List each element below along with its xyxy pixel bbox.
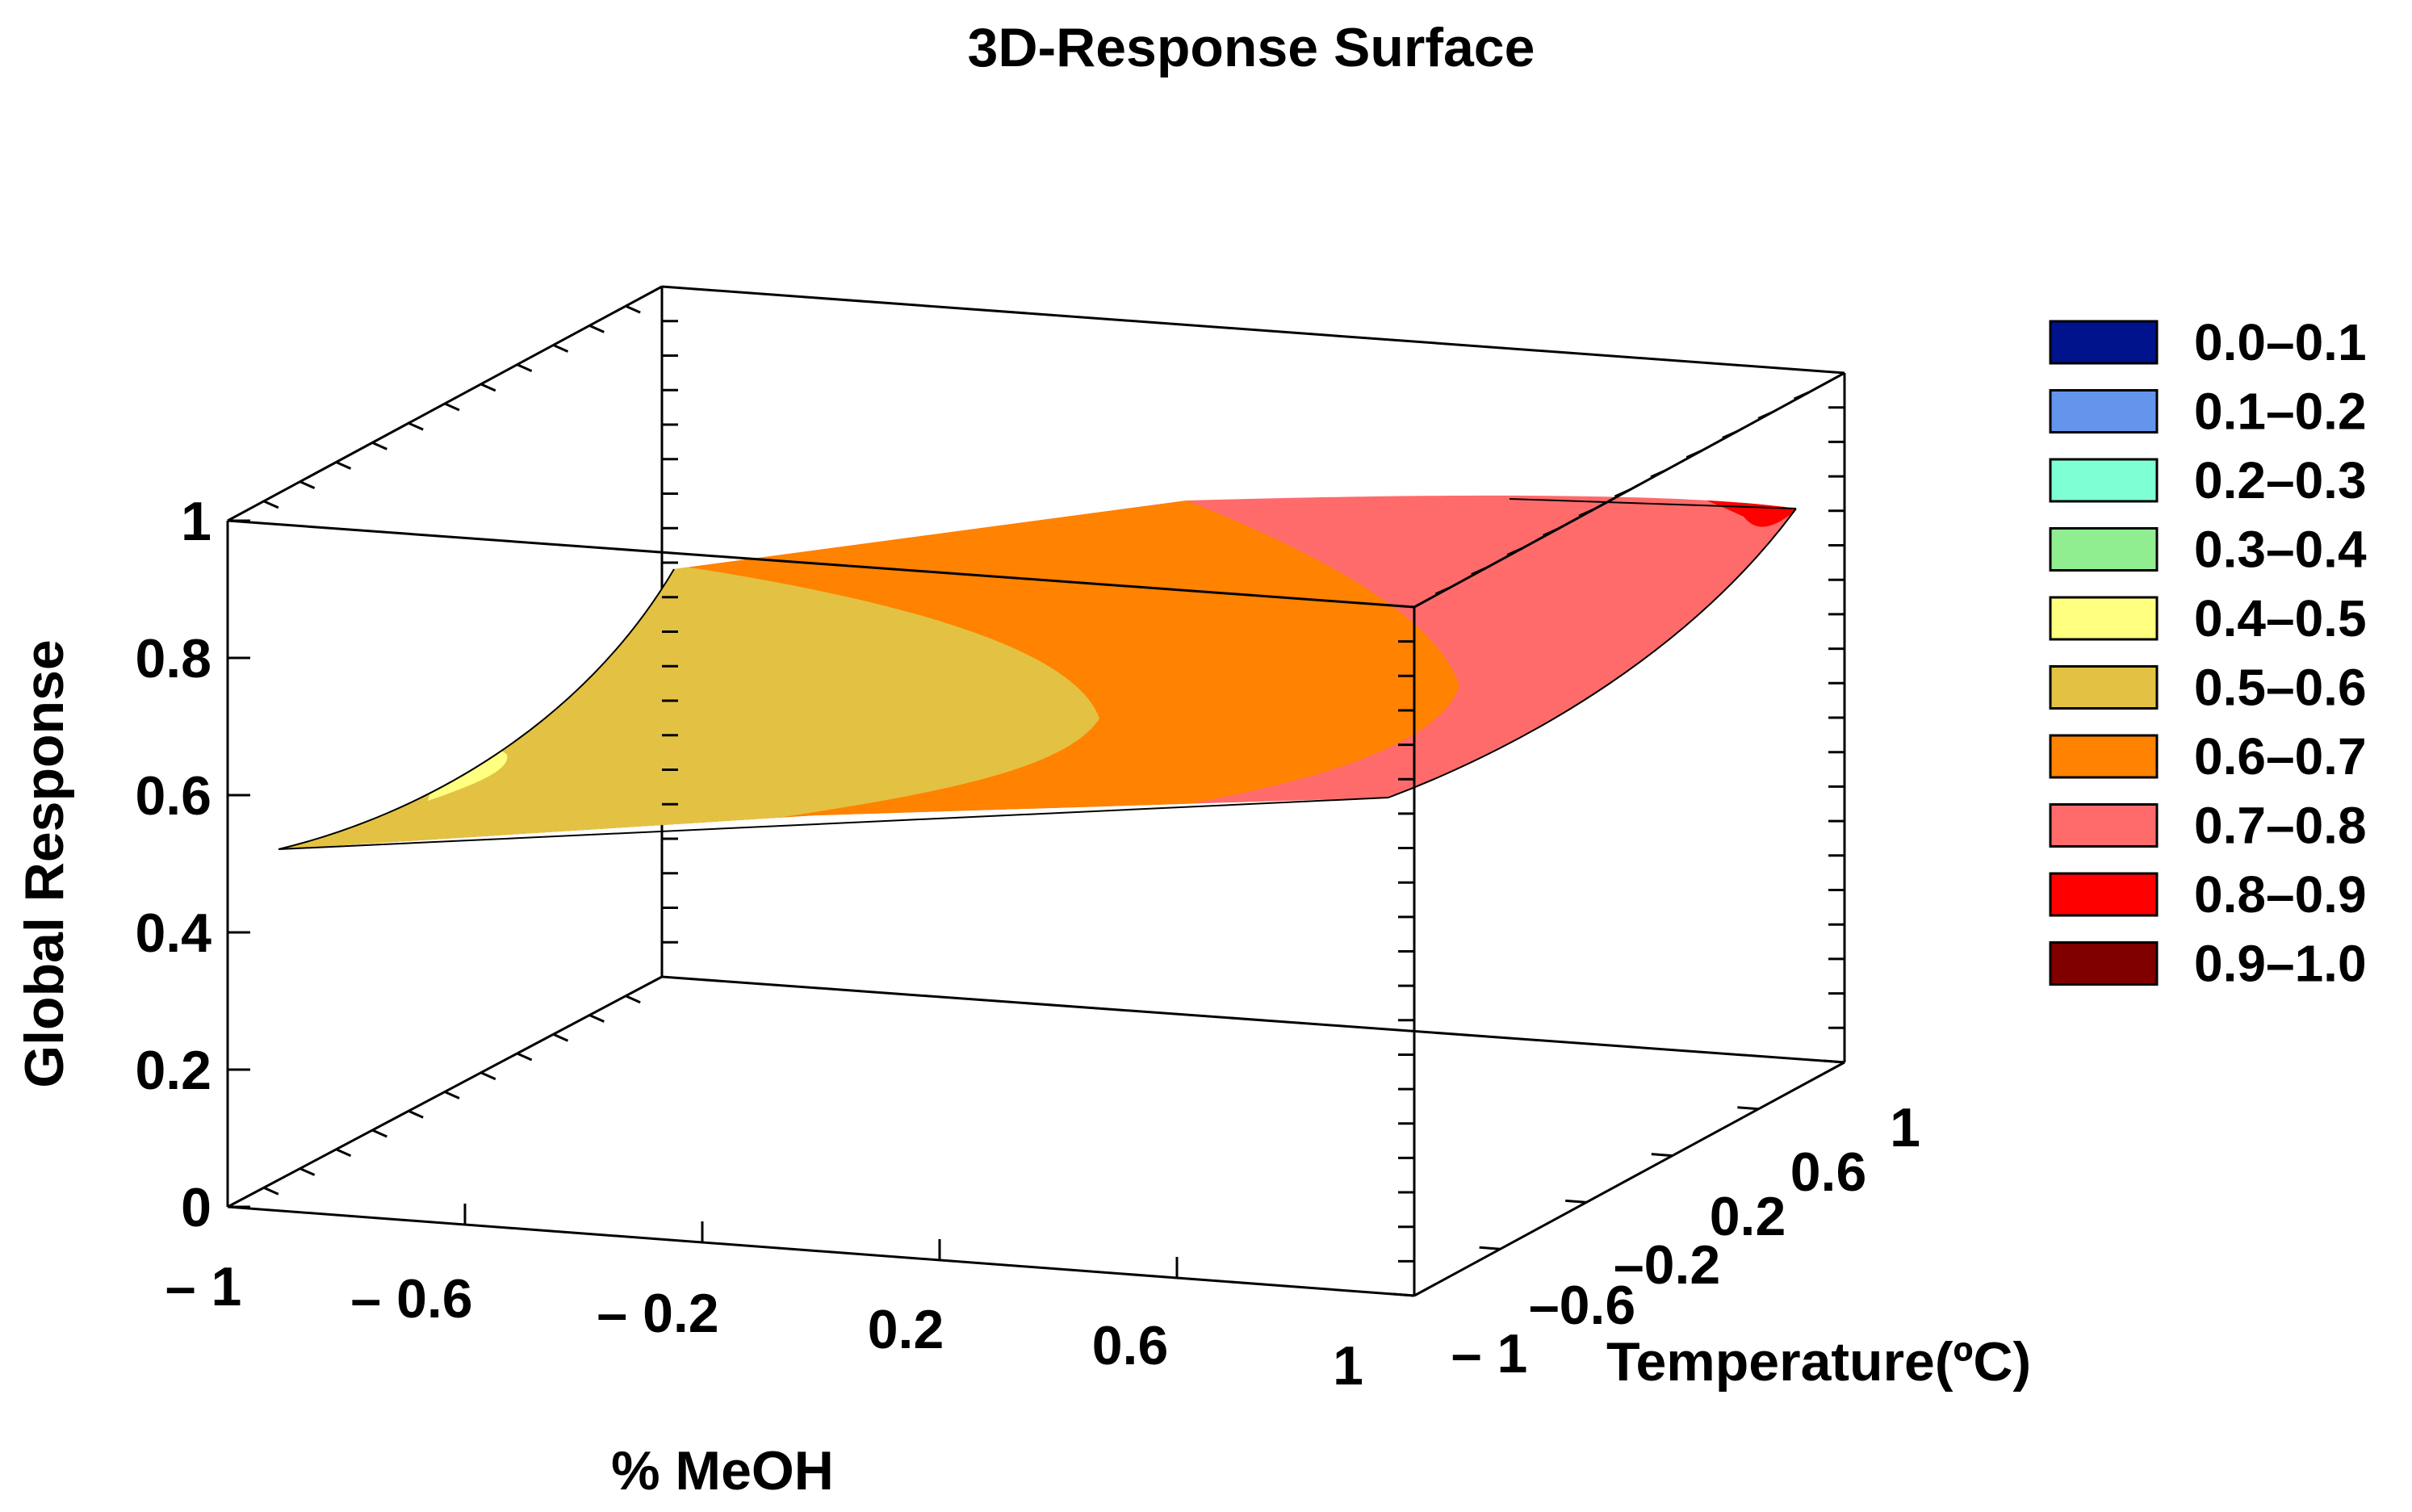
minor-tick [1793, 391, 1810, 400]
y-tick-mark [1737, 1106, 1759, 1111]
minor-tick [371, 441, 387, 450]
minor-tick [299, 480, 316, 490]
x-tick-label: – 1 [165, 1256, 242, 1317]
z-tick-label: 0.8 [135, 628, 211, 689]
minor-tick [408, 421, 424, 431]
minor-tick [480, 1071, 496, 1081]
minor-tick [588, 1014, 605, 1023]
y-axis-label: Temperature(ºC) [1606, 1331, 2031, 1393]
minor-tick [408, 1109, 424, 1119]
legend-swatch [2049, 941, 2159, 986]
surface-band-0.4-0.5 [428, 748, 508, 801]
legend-label: 0.7–0.8 [2194, 797, 2367, 855]
legend-label: 0.0–0.1 [2194, 313, 2367, 371]
z-tick-label: 0.2 [135, 1040, 211, 1101]
minor-tick [1685, 450, 1702, 459]
legend-swatch [2049, 803, 2159, 848]
minor-tick [552, 1032, 569, 1042]
legend-label: 0.5–0.6 [2194, 659, 2367, 717]
legend-swatch [2049, 527, 2159, 572]
x-axis-label: % MeOH [611, 1440, 834, 1502]
legend-swatch [2049, 665, 2159, 710]
minor-tick [1614, 488, 1631, 498]
x-tick-label: 0.6 [1092, 1315, 1169, 1376]
chart-title: 3D-Response Surface [968, 17, 1535, 78]
minor-tick [263, 500, 279, 509]
z-tick-label: 0 [181, 1177, 211, 1238]
z-axis-label: Global Response [14, 639, 75, 1087]
y-tick-label: – 1 [1451, 1323, 1528, 1384]
legend-swatch [2049, 320, 2159, 365]
y-tick-label: –0.2 [1614, 1234, 1720, 1296]
minor-tick [552, 344, 569, 353]
minor-tick [263, 1186, 279, 1196]
minor-tick [1578, 508, 1594, 517]
legend-label: 0.8–0.9 [2194, 865, 2367, 924]
legend-swatch [2049, 596, 2159, 641]
y-tick-mark [1479, 1246, 1501, 1250]
minor-tick [335, 1148, 352, 1158]
legend-label: 0.3–0.4 [2194, 521, 2367, 579]
legend-label: 0.6–0.7 [2194, 727, 2367, 785]
minor-tick [1506, 547, 1522, 556]
x-tick-label: – 0.6 [350, 1268, 472, 1330]
y-tick-mark [1392, 1292, 1415, 1297]
minor-tick [1650, 469, 1666, 479]
minor-tick [444, 402, 460, 412]
legend-label: 0.9–1.0 [2194, 935, 2367, 993]
response-surface [278, 495, 1797, 850]
y-tick-mark [1565, 1199, 1587, 1204]
y-tick-label: –0.6 [1529, 1275, 1635, 1336]
y-axis-ticks: – 1–0.6–0.20.20.6 1 [1392, 1059, 1920, 1384]
minor-tick [444, 1091, 460, 1099]
minor-tick [517, 1052, 533, 1062]
minor-tick [335, 461, 352, 470]
x-tick-label: 0.2 [868, 1299, 944, 1360]
z-tick-label: 0.4 [135, 903, 211, 964]
minor-tick [1757, 410, 1773, 420]
minor-tick [625, 995, 641, 1004]
minor-tick [1543, 527, 1559, 537]
y-tick-mark [1823, 1059, 1845, 1064]
legend: 0.0–0.1 0.1–0.2 0.2–0.3 0.3–0.4 0.4–0.5 0.5–0… [2049, 313, 2367, 993]
z-tick-label: 0.6 [135, 765, 211, 827]
minor-tick [480, 383, 496, 392]
x-tick-label: – 0.2 [597, 1283, 718, 1344]
z-tick-label: 1 [181, 491, 211, 552]
legend-label: 0.1–0.2 [2194, 383, 2367, 441]
legend-swatch [2049, 458, 2159, 503]
minor-tick [625, 304, 641, 314]
y-tick-label: 0.6 [1790, 1141, 1867, 1203]
minor-tick [588, 324, 605, 333]
z-axis-ticks: 0 0.2 0.4 0.6 0.8 1 [135, 304, 1845, 1263]
minor-tick [299, 1167, 316, 1176]
y-tick-label: 1 [1890, 1097, 1920, 1158]
legend-swatch [2049, 872, 2159, 917]
legend-swatch [2049, 389, 2159, 433]
minor-tick [1722, 430, 1738, 439]
minor-tick [1471, 567, 1487, 576]
minor-tick [371, 1129, 387, 1138]
x-tick-label: 1 [1333, 1335, 1363, 1397]
x-axis-ticks: – 1 – 0.6 – 0.2 0.2 0.6 1 [165, 1186, 1416, 1397]
legend-label: 0.2–0.3 [2194, 451, 2367, 509]
minor-tick [517, 363, 533, 373]
y-tick-mark [1651, 1153, 1673, 1158]
legend-label: 0.4–0.5 [2194, 589, 2367, 647]
minor-tick [1434, 586, 1451, 596]
legend-swatch [2049, 734, 2159, 779]
y-tick-label: 0.2 [1710, 1186, 1786, 1247]
